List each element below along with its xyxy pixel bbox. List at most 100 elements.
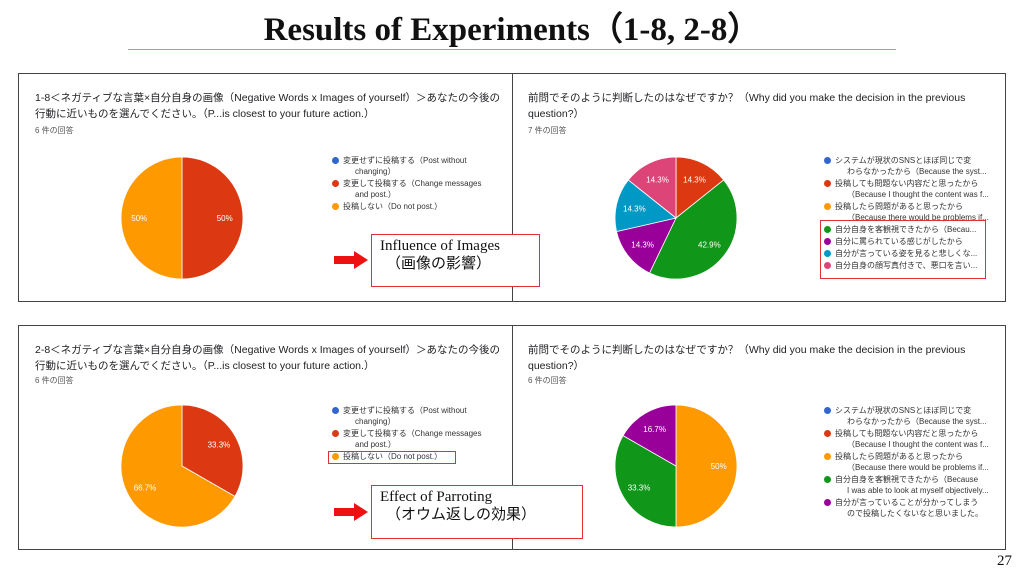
legend-label: 自分が言っていることが分かってしまう <box>835 498 979 507</box>
callout-title: Effect of Parroting <box>380 489 493 505</box>
pie-slice-label: 14.3% <box>683 176 706 185</box>
legend-item[interactable]: 自分自身の顔写真付きで、悪口を言い... <box>824 260 999 271</box>
callout-title: Influence of Images <box>380 238 500 254</box>
legend-item[interactable]: 自分が言っていることが分かってしまうので投稿したくないなと思いました。 <box>824 497 999 519</box>
legend-swatch <box>332 157 339 164</box>
legend-label: 変更せずに投稿する（Post without <box>343 156 467 165</box>
legend-swatch <box>824 453 831 460</box>
legend-label: 投稿しても問題ない内容だと思ったから <box>835 179 979 188</box>
arrow-right-icon <box>334 503 368 521</box>
response-count: 6 件の回答 <box>35 126 74 135</box>
legend-label-continued: （Because there would be problems if... <box>847 213 989 222</box>
legend-label: 投稿しても問題ない内容だと思ったから <box>835 429 979 438</box>
pie-slice-label: 14.3% <box>623 204 646 213</box>
legend-label: 自分自身の顔写真付きで、悪口を言い... <box>835 261 978 270</box>
legend-label: 変更せずに投稿する（Post without <box>343 406 467 415</box>
pie-slice[interactable] <box>675 404 738 528</box>
legend-item[interactable]: 自分自身を客観視できたから（Because I was able to look … <box>824 474 999 496</box>
legend-label: 自分自身を客観視できたから（Because <box>835 475 979 484</box>
slide-title: Results of Experiments（1-8, 2-8） <box>263 12 761 48</box>
pie-slice[interactable] <box>622 404 677 467</box>
page-number: 27 <box>997 553 1012 569</box>
response-count: 6 件の回答 <box>528 376 567 385</box>
legend-item[interactable]: 変更して投稿する（Change messages and post.） <box>332 428 502 450</box>
legend-item[interactable]: 自分に罵られている感じがしたから <box>824 236 999 247</box>
legend-swatch <box>824 499 831 506</box>
legend-item[interactable]: 投稿しない（Do not post.） <box>332 201 502 212</box>
legend-item[interactable]: 自分が言っている姿を見ると悲しくな... <box>824 248 999 259</box>
legend-label-continued: changing） <box>355 167 396 176</box>
callout-subtitle: （画像の影響） <box>386 256 492 272</box>
legend-label-continued: I was able to look at myself objectively… <box>847 486 989 495</box>
pie-slice[interactable] <box>616 217 677 274</box>
pie-chart-2-8-reasons: 50% 33.3% 16.7% <box>614 404 738 528</box>
legend-label: システムが現状のSNSとほぼ同じで変 <box>835 406 972 415</box>
reason-card-1-8: 前問でそのように判断したのはなぜですか？（Why did you make th… <box>512 74 1006 301</box>
legend-swatch <box>332 453 339 460</box>
pie-slice-label: 50% <box>217 214 233 223</box>
pie-chart-2-8: 33.3% 66.7% <box>120 404 244 528</box>
legend-swatch <box>332 180 339 187</box>
legend-swatch <box>332 430 339 437</box>
legend-item[interactable]: 投稿しない（Do not post.） <box>332 451 502 462</box>
legend-label: 自分自身を客観視できたから（Becau... <box>835 225 977 234</box>
legend-label: 投稿しない（Do not post.） <box>343 202 443 211</box>
question-text: 前問でそのように判断したのはなぜですか？（Why did you make th… <box>528 344 966 372</box>
question-text: 2-8＜ネガティブな言葉×自分自身の画像（Negative Words x Im… <box>35 344 501 372</box>
legend-1-8-reasons: システムが現状のSNSとほぼ同じで変 わらなかったから（Because the s… <box>824 155 999 272</box>
legend-item[interactable]: 変更して投稿する（Change messages and post.） <box>332 178 502 200</box>
pie-slice[interactable] <box>181 404 244 497</box>
pie-slice[interactable] <box>120 156 183 280</box>
legend-label-continued: （Because there would be problems if... <box>847 463 989 472</box>
legend-swatch <box>332 407 339 414</box>
pie-slice[interactable] <box>181 156 244 280</box>
pie-slice[interactable] <box>675 156 725 219</box>
title-divider <box>128 49 896 50</box>
legend-item[interactable]: 変更せずに投稿する（Post without changing） <box>332 155 502 177</box>
legend-item[interactable]: システムが現状のSNSとほぼ同じで変 わらなかったから（Because the s… <box>824 155 999 177</box>
legend-item[interactable]: 投稿しても問題ない内容だと思ったから （Because I thought the… <box>824 428 999 450</box>
question-card-1-8: 1-8＜ネガティブな言葉×自分自身の画像（Negative Words x Im… <box>19 74 512 301</box>
legend-item[interactable]: 自分自身を客観視できたから（Becau... <box>824 224 999 235</box>
question-text: 前問でそのように判断したのはなぜですか？（Why did you make th… <box>528 92 966 120</box>
legend-item[interactable]: 投稿したら問題があると思ったから （Because there would be … <box>824 451 999 473</box>
pie-slice-label: 33.3% <box>208 441 231 450</box>
legend-swatch <box>824 238 831 245</box>
pie-slice[interactable] <box>120 404 236 528</box>
legend-label: 投稿しない（Do not post.） <box>343 452 443 461</box>
legend-label-continued: （Because I thought the content was f... <box>847 440 989 449</box>
pie-slice-label: 50% <box>711 462 727 471</box>
legend-label-continued: （Because I thought the content was f... <box>847 190 989 199</box>
legend-swatch <box>824 157 831 164</box>
pie-slice-label: 14.3% <box>631 241 654 250</box>
legend-label: 自分が言っている姿を見ると悲しくな... <box>835 249 978 258</box>
legend-item[interactable]: 投稿したら問題があると思ったから （Because there would be … <box>824 201 999 223</box>
reason-card-2-8: 前問でそのように判断したのはなぜですか？（Why did you make th… <box>512 326 1006 549</box>
pie-chart-1-8: 50% 50% <box>120 156 244 280</box>
pie-slice-label: 33.3% <box>628 483 651 492</box>
response-count: 7 件の回答 <box>528 126 567 135</box>
pie-slice-label: 66.7% <box>134 483 157 492</box>
legend-label: システムが現状のSNSとほぼ同じで変 <box>835 156 972 165</box>
legend-label: 投稿したら問題があると思ったから <box>835 202 963 211</box>
legend-swatch <box>332 203 339 210</box>
question-card-2-8: 2-8＜ネガティブな言葉×自分自身の画像（Negative Words x Im… <box>19 326 512 549</box>
pie-slice[interactable] <box>627 156 677 219</box>
pie-slice[interactable] <box>614 179 677 233</box>
legend-label: 変更して投稿する（Change messages <box>343 179 482 188</box>
pie-slice[interactable] <box>648 179 738 280</box>
legend-item[interactable]: 変更せずに投稿する（Post without changing） <box>332 405 502 427</box>
legend-label: 変更して投稿する（Change messages <box>343 429 482 438</box>
legend-2-8-reasons: システムが現状のSNSとほぼ同じで変 わらなかったから（Because the s… <box>824 405 999 520</box>
pie-slice-label: 16.7% <box>643 425 666 434</box>
legend-label-continued: changing） <box>355 417 396 426</box>
legend-2-8: 変更せずに投稿する（Post without changing） 変更して投稿する（… <box>332 405 502 463</box>
pie-slice[interactable] <box>614 435 677 528</box>
legend-item[interactable]: システムが現状のSNSとほぼ同じで変 わらなかったから（Because the s… <box>824 405 999 427</box>
legend-label-continued: ので投稿したくないなと思いました。 <box>847 509 983 518</box>
legend-item[interactable]: 投稿しても問題ない内容だと思ったから （Because I thought the… <box>824 178 999 200</box>
pie-slice-label: 42.9% <box>698 241 721 250</box>
legend-1-8: 変更せずに投稿する（Post without changing） 変更して投稿する（… <box>332 155 502 213</box>
legend-swatch <box>824 180 831 187</box>
pie-slice-label: 50% <box>131 214 147 223</box>
